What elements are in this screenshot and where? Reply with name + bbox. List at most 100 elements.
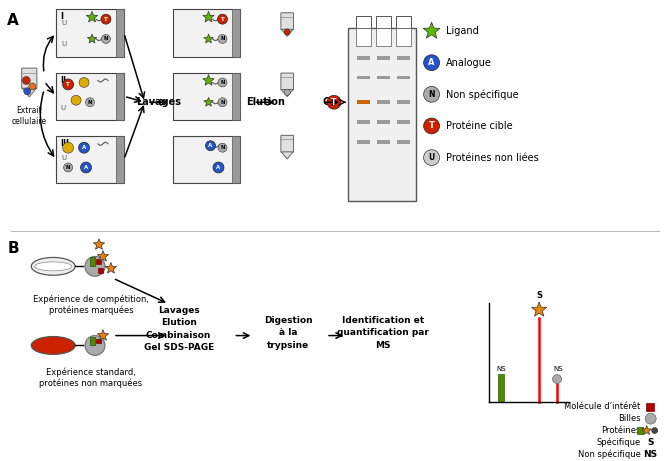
Text: T: T: [429, 121, 435, 130]
Bar: [96, 260, 101, 264]
Text: III: III: [399, 18, 408, 27]
Bar: [636, 426, 643, 434]
Bar: [357, 120, 370, 124]
Circle shape: [423, 55, 440, 71]
Text: Expérience de compétition,
protéines marquées: Expérience de compétition, protéines mar…: [33, 294, 149, 315]
FancyBboxPatch shape: [281, 13, 293, 30]
Circle shape: [213, 162, 224, 173]
Text: U: U: [429, 153, 435, 162]
Circle shape: [206, 141, 216, 151]
Text: N: N: [66, 165, 70, 170]
Bar: [356, 28, 371, 46]
Bar: [116, 9, 124, 57]
Bar: [357, 140, 370, 144]
Text: N: N: [220, 80, 224, 85]
Bar: [96, 338, 101, 343]
Ellipse shape: [31, 337, 75, 355]
Bar: [116, 136, 124, 183]
Polygon shape: [203, 11, 214, 22]
Bar: [232, 72, 241, 120]
Polygon shape: [281, 152, 293, 159]
Circle shape: [218, 35, 227, 43]
Circle shape: [86, 98, 94, 106]
Bar: [357, 100, 370, 104]
Circle shape: [423, 118, 440, 134]
Text: S: S: [647, 438, 654, 447]
Text: Identification et
quantification par
MS: Identification et quantification par MS: [337, 316, 429, 350]
Text: A: A: [82, 145, 86, 150]
Circle shape: [218, 78, 227, 87]
Text: NS: NS: [496, 366, 506, 372]
Bar: [173, 136, 241, 183]
Polygon shape: [22, 88, 36, 97]
Bar: [116, 72, 124, 120]
Text: Protéine cible: Protéine cible: [446, 121, 512, 131]
Bar: [173, 72, 241, 120]
Bar: [397, 56, 409, 60]
Circle shape: [645, 413, 656, 424]
Text: S: S: [536, 291, 542, 300]
Circle shape: [327, 95, 341, 109]
Text: II: II: [60, 76, 66, 84]
Bar: [98, 268, 103, 273]
Circle shape: [101, 14, 111, 24]
Text: Protéines non liées: Protéines non liées: [446, 153, 538, 163]
Ellipse shape: [35, 262, 72, 271]
Bar: [397, 120, 409, 124]
Text: A: A: [216, 165, 220, 170]
Polygon shape: [97, 330, 109, 340]
Text: N: N: [88, 100, 92, 105]
Text: Digestion
à la
trypsine: Digestion à la trypsine: [264, 316, 312, 350]
Circle shape: [80, 162, 92, 173]
Polygon shape: [105, 262, 117, 273]
Circle shape: [22, 77, 30, 84]
Text: I: I: [362, 18, 365, 27]
Text: III: III: [60, 139, 69, 148]
Text: N: N: [220, 145, 224, 150]
Text: Lavages
Elution
Combinaison
Gel SDS-PAGE: Lavages Elution Combinaison Gel SDS-PAGE: [143, 306, 214, 352]
Bar: [173, 9, 241, 57]
Text: III: III: [399, 18, 408, 27]
Text: Molécule d’intérêt: Molécule d’intérêt: [565, 402, 641, 411]
Bar: [357, 76, 370, 79]
Circle shape: [218, 98, 227, 106]
Text: T: T: [104, 17, 108, 22]
Text: N: N: [104, 36, 108, 41]
Text: T: T: [332, 98, 337, 107]
Bar: [90, 337, 95, 345]
Text: U: U: [62, 20, 67, 26]
Bar: [56, 72, 124, 120]
Polygon shape: [86, 11, 98, 22]
Circle shape: [78, 142, 90, 153]
Text: N: N: [220, 100, 224, 105]
Circle shape: [85, 256, 105, 276]
Text: I: I: [60, 12, 63, 21]
FancyBboxPatch shape: [281, 73, 293, 90]
Text: T: T: [66, 82, 70, 87]
Circle shape: [24, 88, 31, 95]
Bar: [397, 76, 409, 79]
Text: Billes: Billes: [618, 414, 641, 423]
Bar: [396, 16, 411, 28]
Text: Analogue: Analogue: [446, 58, 491, 68]
Text: Lavages: Lavages: [136, 97, 181, 107]
Polygon shape: [97, 250, 109, 261]
Bar: [232, 136, 241, 183]
Text: A: A: [428, 58, 435, 67]
Bar: [56, 136, 124, 183]
Polygon shape: [87, 34, 96, 43]
Text: U: U: [62, 154, 67, 160]
Circle shape: [218, 143, 227, 152]
Text: Expérience standard,
protéines non marquées: Expérience standard, protéines non marqu…: [40, 367, 143, 389]
Circle shape: [553, 375, 561, 384]
Circle shape: [71, 95, 81, 105]
Text: Elution: Elution: [246, 97, 285, 107]
FancyBboxPatch shape: [281, 136, 293, 153]
Text: II: II: [381, 18, 387, 27]
Ellipse shape: [31, 257, 75, 275]
Circle shape: [79, 77, 89, 88]
Text: B: B: [7, 241, 19, 256]
Polygon shape: [204, 97, 213, 106]
FancyBboxPatch shape: [21, 68, 37, 89]
Polygon shape: [93, 239, 105, 249]
